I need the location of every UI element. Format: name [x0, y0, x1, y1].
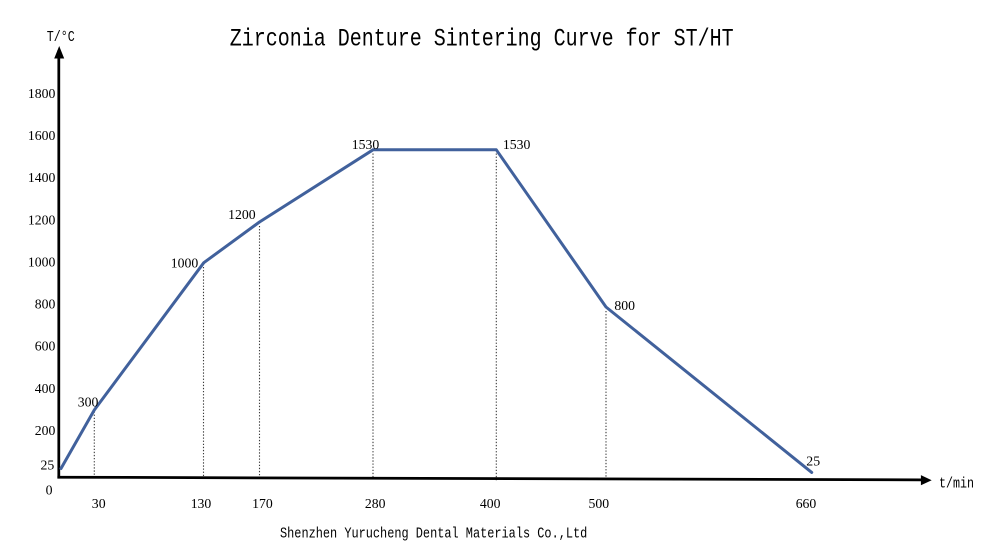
svg-text:400: 400: [35, 382, 56, 397]
svg-text:170: 170: [252, 497, 273, 512]
svg-text:200: 200: [35, 424, 56, 439]
svg-text:1800: 1800: [28, 87, 56, 102]
svg-text:400: 400: [480, 497, 501, 512]
svg-text:1530: 1530: [503, 138, 531, 153]
svg-text:1530: 1530: [352, 138, 380, 153]
svg-text:1600: 1600: [28, 129, 56, 144]
svg-text:800: 800: [35, 298, 56, 313]
svg-text:25: 25: [806, 454, 820, 469]
svg-text:Zirconia Denture Sintering Cur: Zirconia Denture Sintering Curve for ST/…: [230, 24, 734, 53]
svg-text:0: 0: [46, 484, 53, 499]
svg-text:1000: 1000: [171, 257, 199, 272]
svg-text:660: 660: [796, 497, 817, 512]
svg-text:t/min: t/min: [939, 477, 974, 493]
svg-text:1400: 1400: [28, 171, 56, 186]
svg-text:280: 280: [365, 497, 386, 512]
svg-text:800: 800: [614, 299, 635, 314]
svg-text:1200: 1200: [28, 213, 56, 228]
svg-text:1000: 1000: [28, 255, 56, 270]
svg-text:130: 130: [191, 497, 212, 512]
svg-text:300: 300: [78, 395, 99, 410]
svg-text:25: 25: [41, 458, 55, 473]
svg-text:Shenzhen Yurucheng Dental Mate: Shenzhen Yurucheng Dental Materials Co.,…: [280, 527, 587, 543]
svg-text:600: 600: [35, 340, 56, 355]
svg-text:1200: 1200: [228, 208, 256, 223]
svg-text:30: 30: [92, 497, 106, 512]
svg-text:T/°C: T/°C: [47, 30, 75, 46]
svg-text:500: 500: [589, 497, 610, 512]
